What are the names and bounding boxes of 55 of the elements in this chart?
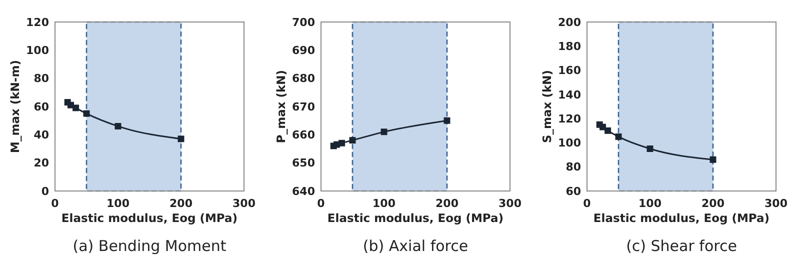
x-tick-label: 300 [764, 197, 788, 210]
y-tick-label: 200 [558, 16, 582, 29]
y-tick-label: 120 [26, 16, 50, 29]
text: (c) Shear force [626, 237, 737, 255]
y-tick-label: 650 [292, 156, 316, 170]
x-tick-label: 0 [317, 197, 326, 210]
x-axis-title: Elastic modulus, Eog (MPa) [61, 211, 238, 225]
x-tick-label: 0 [583, 197, 592, 210]
point [349, 137, 356, 144]
point [604, 127, 612, 134]
y-tick-label: 700 [292, 16, 316, 29]
x-tick-label: 200 [436, 197, 459, 210]
y-axis-title: P_max (kN) [274, 70, 288, 144]
y-tick-label: 120 [558, 112, 582, 126]
y-tick-label: 80 [566, 160, 582, 174]
y-tick-label: 60 [566, 184, 582, 198]
y-tick-label: 40 [34, 128, 50, 142]
x-axis-title: Elastic modulus, Eog (MPa) [593, 211, 770, 225]
x-tick-label: 300 [498, 197, 522, 210]
x-tick-label: 100 [106, 197, 130, 210]
x-tick-label: 200 [702, 197, 725, 210]
y-axis-title: M_max (kN-m) [8, 60, 22, 153]
text: (b) Axial force [362, 237, 468, 255]
x-tick-label: 300 [232, 197, 256, 210]
y-tick-label: 690 [292, 44, 316, 58]
text: (a) Bending Moment [72, 237, 226, 255]
y-tick-label: 660 [292, 128, 316, 142]
point [338, 140, 346, 146]
point [444, 117, 450, 124]
point [710, 156, 716, 163]
point [646, 146, 654, 152]
y-tick-label: 60 [34, 100, 50, 114]
y-tick-label: 100 [26, 44, 50, 58]
x-tick-label: 200 [170, 197, 193, 210]
y-tick-label: 80 [34, 72, 50, 86]
point [380, 128, 388, 136]
y-tick-label: 0 [41, 184, 50, 198]
x-tick-label: 100 [372, 197, 396, 210]
y-tick-label: 680 [292, 72, 316, 86]
x-tick-label: 0 [51, 197, 60, 210]
x-axis-title: Elastic modulus, Eog (MPa) [327, 211, 504, 225]
x-tick-label: 100 [638, 197, 662, 210]
point [83, 110, 90, 117]
y-tick-label: 20 [34, 156, 50, 170]
y-tick-label: 670 [292, 100, 316, 114]
point [114, 122, 122, 130]
y-tick-label: 640 [292, 184, 316, 198]
point [178, 136, 184, 142]
y-axis-title: S_max (kN) [540, 70, 554, 143]
y-tick-label: 140 [558, 88, 582, 102]
point [72, 104, 80, 112]
point [615, 133, 622, 140]
y-tick-label: 160 [558, 64, 582, 78]
y-tick-label: 180 [558, 40, 582, 53]
y-tick-label: 100 [558, 136, 582, 150]
